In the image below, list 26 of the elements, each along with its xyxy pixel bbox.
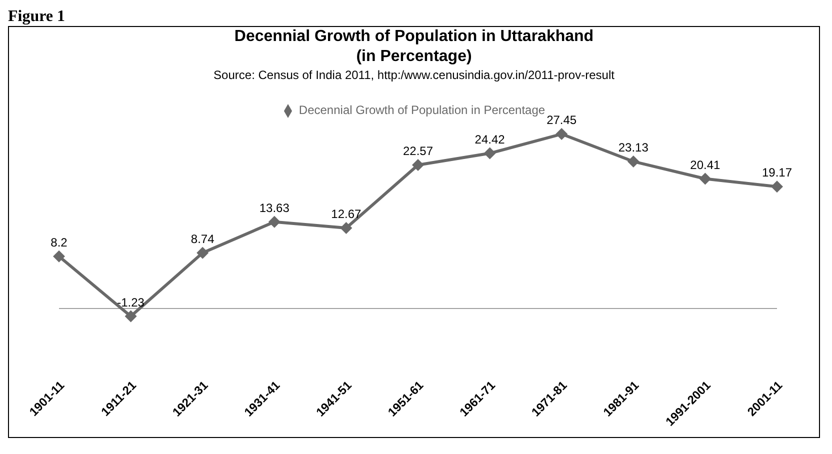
- point: [699, 172, 712, 185]
- data-label: 12.67: [331, 206, 362, 221]
- point: [53, 250, 65, 262]
- data-label: 13.63: [259, 200, 290, 215]
- data-label: 23.13: [618, 140, 649, 154]
- point: [412, 159, 424, 172]
- legend-label: Decennial Growth of Population in Percentage: [298, 103, 546, 117]
- data-label: 19.17: [762, 166, 792, 180]
- point: [556, 128, 568, 140]
- point: [627, 155, 640, 168]
- data-label: 20.41: [690, 158, 721, 172]
- point: [484, 147, 496, 160]
- data-label: 8.2: [50, 235, 68, 250]
- data-label: 8.74: [190, 232, 215, 246]
- caption: Figure 1: [8, 8, 66, 26]
- point: [771, 180, 783, 193]
- chart-title: Decennial Growth of Population in Uttarakhand (in Percentage): [233, 27, 595, 67]
- data-label: 27.45: [546, 113, 577, 128]
- point: [268, 216, 280, 228]
- chart-subtitle: Source: Census of India 2011, http:/www.cenusindia.gov.in/2011-prov-result: [212, 67, 616, 83]
- data-label: 22.57: [402, 144, 434, 158]
- point: [340, 222, 352, 234]
- point: [196, 246, 209, 259]
- data-label: -1.23: [117, 295, 145, 310]
- data-label: 24.42: [474, 132, 506, 146]
- point: [124, 310, 137, 322]
